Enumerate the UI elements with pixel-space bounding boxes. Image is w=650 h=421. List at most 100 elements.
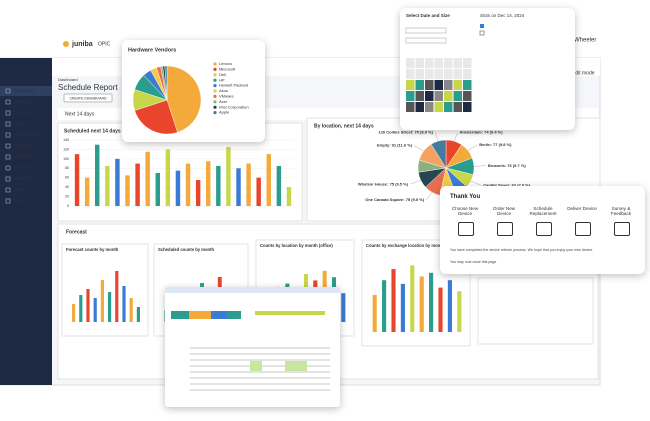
menu-icon[interactable] <box>5 143 11 149</box>
section-title: Forecast <box>66 229 87 235</box>
menu-icon[interactable] <box>5 132 11 138</box>
calendar-day[interactable] <box>434 69 444 79</box>
calendar-day[interactable] <box>444 91 453 101</box>
menu-icon[interactable] <box>5 121 11 127</box>
calendar-day[interactable] <box>453 91 463 101</box>
calendar-day[interactable] <box>415 69 425 79</box>
y-tick-label: 60 <box>65 176 69 180</box>
legend-label: Asus <box>219 88 228 93</box>
legend-label: Dell <box>219 72 226 77</box>
menu-item[interactable]: DASHBOARD <box>14 89 37 93</box>
y-tick-label: 0 <box>67 204 69 208</box>
calendar-day[interactable] <box>406 69 415 79</box>
calendar-day[interactable] <box>463 58 472 68</box>
bar <box>108 292 112 322</box>
calendar-day[interactable] <box>425 102 434 112</box>
bar <box>95 144 100 206</box>
calendar-day[interactable] <box>415 102 425 112</box>
calendar-day[interactable] <box>453 102 463 112</box>
calendar-day[interactable] <box>425 58 434 68</box>
radio[interactable] <box>480 24 484 28</box>
bar <box>93 298 97 322</box>
y-tick-label: 140 <box>63 138 69 142</box>
create-button-label[interactable]: CREATE DASHBOARD <box>69 96 107 100</box>
calendar-day[interactable] <box>406 58 415 68</box>
menu-icon[interactable] <box>5 198 11 204</box>
select[interactable] <box>405 27 447 34</box>
calendar-day[interactable] <box>415 80 425 90</box>
slice-label: Berlin: 77 (9.8 %) <box>479 142 512 147</box>
menu-item[interactable]: ANALYTICS <box>14 100 34 104</box>
pie-slice <box>134 99 178 135</box>
menu-item[interactable]: REPORTS <box>14 177 32 181</box>
calendar-day[interactable] <box>406 102 415 112</box>
menu-item[interactable]: ADMIN <box>14 188 26 192</box>
select[interactable] <box>405 37 447 44</box>
calendar-day[interactable] <box>434 58 444 68</box>
calendar-day[interactable] <box>453 80 463 90</box>
menu-item[interactable]: ACTIONS <box>14 155 31 159</box>
menu-icon[interactable] <box>5 99 11 105</box>
step-icon <box>536 222 552 236</box>
calendar-day[interactable] <box>434 91 444 101</box>
step-label: Schedule Replacement <box>529 206 557 217</box>
note: You may now close this page <box>450 260 497 264</box>
menu-item[interactable]: USERS <box>14 122 27 126</box>
preview-block <box>227 311 241 319</box>
bar <box>195 180 201 206</box>
calendar-day[interactable] <box>415 91 425 101</box>
calendar-day[interactable] <box>463 80 472 90</box>
bar <box>410 265 415 332</box>
calendar-day[interactable] <box>434 80 444 90</box>
menu-icon[interactable] <box>5 88 11 94</box>
chart-title: Counts by exchange location by month (mo… <box>366 243 462 248</box>
menu-item[interactable]: WALLETS <box>14 144 31 148</box>
menu-item[interactable]: PROJECTS <box>14 166 34 170</box>
menu-icon[interactable] <box>5 154 11 160</box>
bar <box>391 269 396 332</box>
calendar-day[interactable] <box>444 58 453 68</box>
preview-block <box>189 311 211 319</box>
calendar-day[interactable] <box>463 91 472 101</box>
bar <box>438 287 443 332</box>
menu-item[interactable]: SYSTEM <box>14 199 29 203</box>
calendar-day[interactable] <box>406 91 415 101</box>
menu-item[interactable]: DEVICES <box>14 111 30 115</box>
filter-label[interactable]: Next 14 days <box>65 111 95 117</box>
bar <box>341 293 346 322</box>
calendar-day[interactable] <box>434 102 444 112</box>
leader-line <box>473 165 486 167</box>
menu-icon[interactable] <box>5 110 11 116</box>
bar <box>236 168 241 206</box>
radio[interactable] <box>479 30 485 36</box>
preview-block <box>255 311 325 315</box>
bar <box>84 177 90 206</box>
step-label: Deliver Device <box>567 206 597 211</box>
calendar-day[interactable] <box>415 58 425 68</box>
slice-label: Brussels: 76 (9.7 %) <box>488 163 526 168</box>
calendar-day[interactable] <box>463 69 472 79</box>
leader-line <box>409 180 421 185</box>
slice-label: Amsterdam: 74 (9.4 %) <box>460 130 504 135</box>
legend-swatch <box>213 78 217 82</box>
calendar-day[interactable] <box>425 80 434 90</box>
calendar-day[interactable] <box>463 102 472 112</box>
calendar-day[interactable] <box>425 69 434 79</box>
pie-slice <box>166 65 202 133</box>
calendar-day[interactable] <box>444 69 453 79</box>
bar <box>457 291 462 332</box>
create-button[interactable] <box>63 93 113 103</box>
menu-icon[interactable] <box>5 176 11 182</box>
bar <box>135 163 140 206</box>
menu-icon[interactable] <box>5 165 11 171</box>
calendar-day[interactable] <box>444 80 453 90</box>
calendar-day[interactable] <box>453 69 463 79</box>
calendar-day[interactable] <box>406 80 415 90</box>
calendar-day[interactable] <box>425 91 434 101</box>
calendar-day[interactable] <box>444 102 453 112</box>
calendar-day[interactable] <box>453 58 463 68</box>
menu-item[interactable]: APPLICATIONS <box>14 133 40 137</box>
menu-icon[interactable] <box>5 187 11 193</box>
legend-label: Microsoft <box>219 66 236 71</box>
